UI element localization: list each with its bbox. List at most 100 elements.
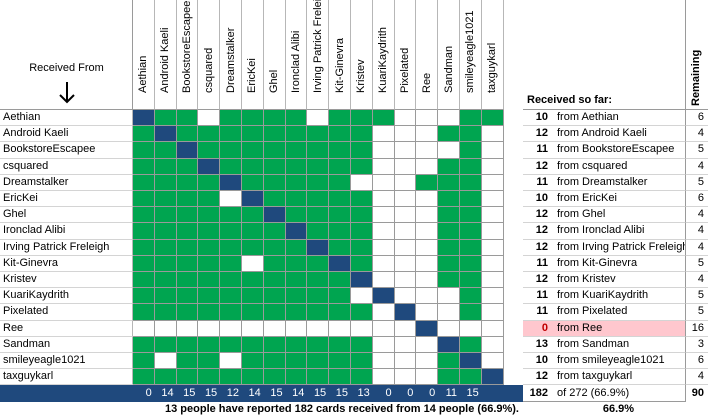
cell-received (263, 272, 286, 289)
cell-received (285, 255, 308, 272)
cell-received (133, 174, 155, 191)
cell-empty (372, 369, 395, 386)
cell-received (263, 353, 286, 370)
cell-received (133, 255, 155, 272)
cell-received (351, 255, 373, 272)
column-header-label: EricKei (246, 58, 259, 93)
column-header: taxguykarl (481, 0, 504, 110)
cell-empty (416, 336, 439, 353)
arrow-down-icon (58, 80, 76, 106)
cell-received (220, 142, 242, 159)
cell-empty (285, 320, 308, 337)
cell-received (438, 369, 460, 386)
cell-received (263, 336, 286, 353)
remaining-count: 3 (686, 337, 708, 353)
row-name: BookstoreEscapee (0, 142, 133, 159)
totals-bar (0, 385, 686, 403)
cell-received (198, 239, 221, 256)
cell-received (198, 272, 221, 289)
cell-received (438, 353, 460, 370)
column-header: Ree (416, 0, 439, 110)
cell-empty (394, 191, 417, 208)
cell-empty (394, 320, 417, 337)
remaining-count: 4 (686, 159, 708, 175)
cell-received (133, 207, 155, 224)
cell-empty (481, 158, 504, 175)
cell-received (133, 126, 155, 143)
cell-empty (416, 255, 439, 272)
received-from-text: from csquared (551, 158, 686, 175)
cell-received (307, 142, 330, 159)
remaining-count: 4 (686, 240, 708, 256)
received-count: 12 (523, 158, 551, 175)
received-count: 12 (523, 223, 551, 240)
cell-received (460, 369, 482, 386)
cell-received (329, 207, 351, 224)
remaining-label: Remaining (690, 49, 702, 106)
cell-received (329, 126, 351, 143)
cell-received (263, 304, 286, 321)
column-total: 12 (226, 387, 239, 400)
cell-received (198, 126, 221, 143)
cell-received (285, 110, 308, 127)
remaining-count: 5 (686, 288, 708, 305)
cell-received (242, 223, 264, 240)
column-total: 13 (357, 387, 370, 400)
cell-empty (416, 288, 439, 305)
cell-empty (416, 223, 439, 240)
cell-empty (176, 320, 199, 337)
cell-empty (481, 223, 504, 240)
cell-received (307, 272, 330, 289)
cell-empty (394, 369, 417, 386)
cell-received (285, 126, 308, 143)
column-total: 15 (466, 387, 479, 400)
cell-received (460, 272, 482, 289)
cell-received (307, 126, 330, 143)
cell-empty (154, 320, 177, 337)
cell-empty (416, 207, 439, 224)
cell-empty (242, 320, 264, 337)
footer-summary: 13 people have reported 182 cards receiv… (165, 403, 519, 416)
cell-empty (372, 336, 395, 353)
cell-received (220, 272, 242, 289)
cell-received (351, 207, 373, 224)
cell-received (351, 126, 373, 143)
cell-received (220, 158, 242, 175)
received-so-far-label: Received so far: (527, 94, 612, 106)
received-from-text: from KuariKaydrith (551, 288, 686, 305)
cell-received (285, 174, 308, 191)
remaining-count: 4 (686, 126, 708, 143)
cell-received (351, 304, 373, 321)
cell-empty (481, 174, 504, 191)
remaining-count: 4 (686, 369, 708, 386)
cell-received (351, 369, 373, 386)
cell-received (460, 191, 482, 208)
received-count: 11 (523, 142, 551, 159)
cell-received (154, 272, 177, 289)
column-header: Aethian (133, 0, 155, 110)
cell-received (263, 223, 286, 240)
cell-empty (372, 255, 395, 272)
cell-empty (351, 174, 373, 191)
received-from-text: from Irving Patrick Freleigh (551, 239, 686, 256)
cell-empty (416, 142, 439, 159)
cell-empty (481, 255, 504, 272)
cell-received (307, 174, 330, 191)
received-count: 11 (523, 255, 551, 272)
cell-empty (416, 191, 439, 208)
cell-empty (372, 272, 395, 289)
cell-self (242, 191, 264, 208)
cell-received (307, 304, 330, 321)
cell-received (307, 223, 330, 240)
row-name: Pixelated (0, 304, 133, 321)
cell-received (242, 272, 264, 289)
cell-received (176, 174, 199, 191)
cell-received (351, 336, 373, 353)
cell-received (176, 191, 199, 208)
cell-received (154, 336, 177, 353)
cell-received (176, 126, 199, 143)
cell-empty (394, 142, 417, 159)
cell-received (133, 272, 155, 289)
cell-received (263, 174, 286, 191)
